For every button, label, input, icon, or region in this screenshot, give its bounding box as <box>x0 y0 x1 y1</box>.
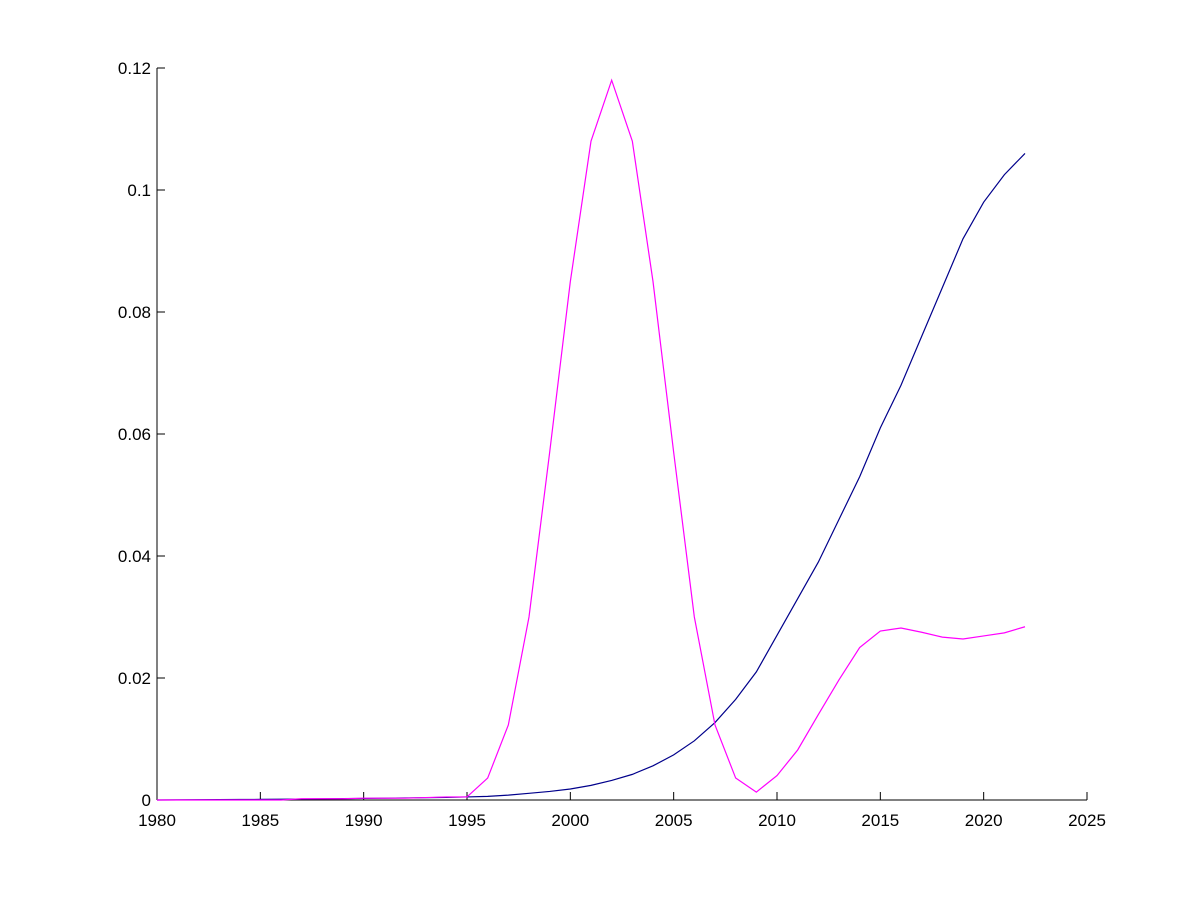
y-tick-label: 0.1 <box>127 181 151 200</box>
x-tick-label: 1985 <box>241 811 279 830</box>
y-tick-label: 0.08 <box>118 303 151 322</box>
x-tick-label: 2020 <box>965 811 1003 830</box>
x-tick-label: 2010 <box>758 811 796 830</box>
x-tick-label: 2015 <box>861 811 899 830</box>
x-tick-label: 1990 <box>345 811 383 830</box>
x-tick-label: 2000 <box>551 811 589 830</box>
y-tick-label: 0.02 <box>118 669 151 688</box>
y-tick-label: 0.06 <box>118 425 151 444</box>
y-tick-label: 0.04 <box>118 547 151 566</box>
line <box>157 78 1026 801</box>
x-tick-label: 2025 <box>1068 811 1106 830</box>
x-tick-label: 1995 <box>448 811 486 830</box>
y-tick-label: 0.12 <box>118 59 151 78</box>
x-tick-label: 2005 <box>655 811 693 830</box>
y-tick-label: 0 <box>142 791 151 810</box>
line <box>156 152 1026 801</box>
x-tick-label: 1980 <box>138 811 176 830</box>
